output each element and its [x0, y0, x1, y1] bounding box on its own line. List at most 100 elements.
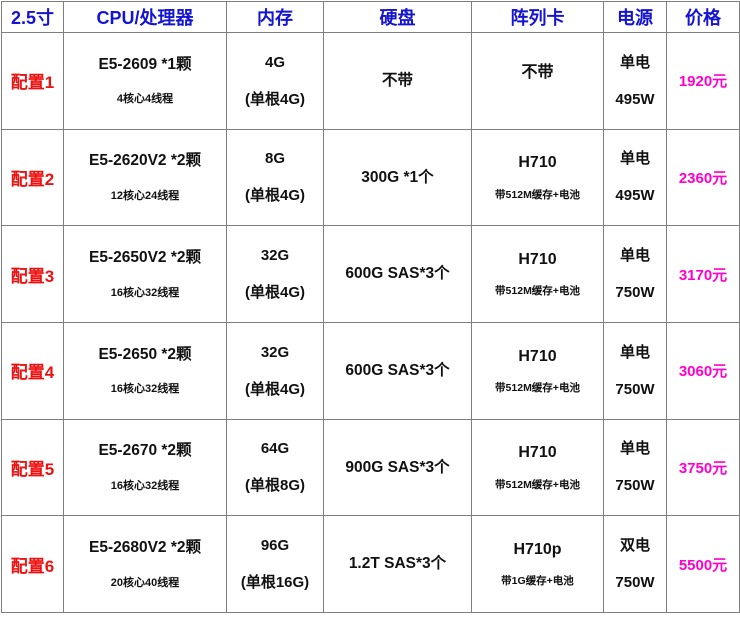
- header-size: 2.5寸: [1, 1, 64, 33]
- memory-cell: 8G (单根4G): [226, 128, 324, 227]
- disk-cell: 600G SAS*3个: [323, 321, 472, 420]
- price-cell: 1920元: [666, 32, 740, 130]
- header-raid: 阵列卡: [471, 1, 604, 33]
- raid-model: H710p: [513, 540, 562, 558]
- memory-cell: 32G (单根4G): [226, 225, 324, 323]
- table-row: 配置6 E5-2680V2 *2颗 20核心40线程 96G (单根16G) 1.2…: [1, 515, 740, 613]
- raid-cache: 带1G缓存+电池: [501, 575, 574, 588]
- disk-spec: 600G SAS*3个: [345, 265, 450, 283]
- price-cell: 3750元: [666, 418, 740, 517]
- memory-total: 64G: [260, 440, 290, 458]
- disk-spec: 不带: [381, 71, 413, 89]
- memory-cell: 96G (单根16G): [226, 515, 324, 613]
- raid-cache: 带512M缓存+电池: [495, 478, 580, 491]
- cpu-cores: 4核心4线程: [116, 93, 174, 106]
- cpu-model: E5-2609 *1颗: [98, 55, 192, 73]
- cpu-cores: 16核心32线程: [110, 383, 180, 396]
- raid-cell: H710 带512M缓存+电池: [471, 321, 604, 420]
- disk-spec: 1.2T SAS*3个: [348, 555, 447, 573]
- cpu-cell: E5-2650V2 *2颗 16核心32线程: [63, 225, 227, 323]
- power-cell: 单电 495W: [603, 128, 667, 227]
- disk-cell: 1.2T SAS*3个: [323, 515, 472, 613]
- table-row: 配置1 E5-2609 *1颗 4核心4线程 4G (单根4G) 不带 不带 单电 4…: [1, 32, 740, 130]
- raid-cache: 带512M缓存+电池: [495, 381, 580, 394]
- header-power: 电源: [603, 1, 667, 33]
- power-watt: 750W: [615, 477, 655, 495]
- disk-spec: 900G SAS*3个: [345, 458, 450, 476]
- cpu-cell: E5-2609 *1颗 4核心4线程: [63, 32, 227, 130]
- raid-model: H710: [518, 250, 557, 268]
- memory-total: 4G: [264, 53, 285, 71]
- power-watt: 750W: [615, 284, 655, 302]
- disk-cell: 不带: [323, 32, 472, 130]
- power-type: 单电: [619, 440, 650, 458]
- cpu-cell: E5-2650 *2颗 16核心32线程: [63, 321, 227, 420]
- power-type: 单电: [619, 246, 650, 264]
- power-type: 单电: [619, 150, 650, 168]
- cpu-cell: E5-2670 *2颗 16核心32线程: [63, 418, 227, 517]
- config-tag: 配置5: [1, 418, 64, 517]
- power-watt: 495W: [615, 90, 655, 108]
- cpu-model: E5-2680V2 *2颗: [88, 538, 202, 556]
- power-watt: 750W: [615, 574, 655, 592]
- raid-cache: 带512M缓存+电池: [495, 285, 580, 298]
- cpu-cores: 12核心24线程: [110, 190, 180, 203]
- header-disk: 硬盘: [323, 1, 472, 33]
- cpu-model: E5-2650 *2颗: [98, 345, 192, 363]
- power-watt: 750W: [615, 380, 655, 398]
- price-cell: 3170元: [666, 225, 740, 323]
- disk-spec: 600G SAS*3个: [345, 361, 450, 379]
- cpu-cores: 16核心32线程: [110, 480, 180, 493]
- table-body: 配置1 E5-2609 *1颗 4核心4线程 4G (单根4G) 不带 不带 单电 4…: [1, 32, 740, 613]
- table-row: 配置2 E5-2620V2 *2颗 12核心24线程 8G (单根4G) 300G …: [1, 128, 740, 227]
- power-cell: 单电 750W: [603, 225, 667, 323]
- raid-model: H710: [518, 347, 557, 365]
- memory-stick: (单根4G): [244, 284, 305, 302]
- price-cell: 2360元: [666, 128, 740, 227]
- raid-cell: H710 带512M缓存+电池: [471, 128, 604, 227]
- power-cell: 单电 750W: [603, 418, 667, 517]
- memory-total: 96G: [260, 536, 290, 554]
- cpu-cell: E5-2620V2 *2颗 12核心24线程: [63, 128, 227, 227]
- price-cell: 5500元: [666, 515, 740, 613]
- header-cpu: CPU/处理器: [63, 1, 227, 33]
- disk-cell: 900G SAS*3个: [323, 418, 472, 517]
- power-cell: 单电 750W: [603, 321, 667, 420]
- memory-stick: (单根4G): [244, 380, 305, 398]
- config-tag: 配置6: [1, 515, 64, 613]
- cpu-model: E5-2620V2 *2颗: [88, 152, 202, 170]
- memory-total: 8G: [264, 150, 285, 168]
- memory-total: 32G: [260, 246, 290, 264]
- cpu-cores: 16核心32线程: [110, 286, 180, 299]
- raid-cache: 带512M缓存+电池: [495, 188, 580, 201]
- config-tag: 配置3: [1, 225, 64, 323]
- disk-cell: 600G SAS*3个: [323, 225, 472, 323]
- power-watt: 495W: [615, 187, 655, 205]
- raid-cell: H710p 带1G缓存+电池: [471, 515, 604, 613]
- power-type: 单电: [619, 343, 650, 361]
- memory-cell: 4G (单根4G): [226, 32, 324, 130]
- cpu-cores: 20核心40线程: [110, 576, 180, 589]
- memory-total: 32G: [260, 343, 290, 361]
- power-type: 单电: [619, 53, 650, 71]
- header-price: 价格: [666, 1, 740, 33]
- table-row: 配置4 E5-2650 *2颗 16核心32线程 32G (单根4G) 600G S…: [1, 321, 740, 420]
- config-tag: 配置1: [1, 32, 64, 130]
- power-cell: 单电 495W: [603, 32, 667, 130]
- cpu-model: E5-2650V2 *2颗: [88, 248, 202, 266]
- raid-model: 不带: [521, 63, 554, 81]
- memory-stick: (单根8G): [244, 477, 305, 495]
- header-memory: 内存: [226, 1, 324, 33]
- disk-cell: 300G *1个: [323, 128, 472, 227]
- raid-cell: 不带: [471, 32, 604, 130]
- cpu-cell: E5-2680V2 *2颗 20核心40线程: [63, 515, 227, 613]
- price-cell: 3060元: [666, 321, 740, 420]
- power-type: 双电: [619, 536, 650, 554]
- table-header-row: 2.5寸 CPU/处理器 内存 硬盘 阵列卡 电源 价格: [1, 1, 740, 33]
- config-tag: 配置2: [1, 128, 64, 227]
- memory-stick: (单根4G): [244, 187, 305, 205]
- raid-cell: H710 带512M缓存+电池: [471, 225, 604, 323]
- power-cell: 双电 750W: [603, 515, 667, 613]
- config-tag: 配置4: [1, 321, 64, 420]
